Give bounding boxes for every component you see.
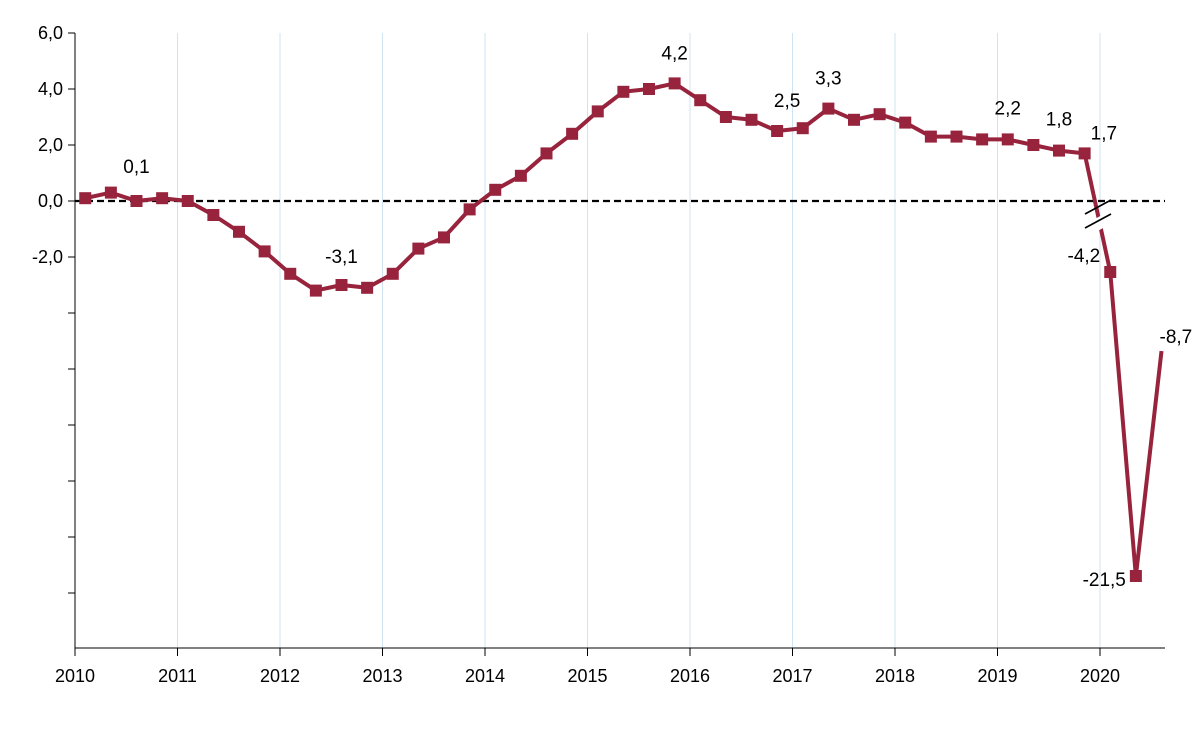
data-point — [438, 231, 450, 244]
y-tick-label: 0,0 — [38, 191, 63, 211]
data-point — [156, 192, 169, 205]
x-tick-label: 2016 — [670, 666, 710, 686]
y-tick-label: -2,0 — [32, 247, 63, 267]
axis-break-gap — [1084, 213, 1112, 235]
data-point — [924, 130, 937, 143]
data-point — [899, 116, 912, 129]
data-point — [233, 225, 245, 238]
data-point — [1027, 139, 1040, 151]
data-point — [1129, 570, 1142, 582]
data-point — [207, 209, 220, 221]
data-label: 4,2 — [661, 43, 687, 64]
data-label: 1,8 — [1046, 110, 1072, 131]
data-label: -8,7 — [1160, 327, 1193, 348]
data-label: 2,5 — [774, 91, 800, 112]
data-point — [335, 279, 348, 291]
data-label: 3,3 — [815, 69, 841, 90]
data-label: 0,1 — [123, 157, 149, 178]
y-tick-label: 6,0 — [38, 23, 63, 43]
series-layer — [79, 77, 1164, 582]
x-tick-label: 2011 — [158, 666, 197, 686]
series-line — [84, 81, 1164, 578]
axis-break-slash — [1084, 213, 1112, 229]
data-point — [873, 108, 886, 121]
data-point — [284, 267, 297, 280]
data-point — [309, 284, 322, 297]
data-label: 2,2 — [995, 98, 1021, 119]
x-tick-label: 2020 — [1080, 666, 1120, 686]
data-label: 1,7 — [1091, 123, 1117, 144]
y-tick-label: 4,0 — [38, 79, 63, 99]
x-tick-label: 2015 — [567, 666, 607, 686]
data-label: -4,2 — [1068, 246, 1101, 267]
data-point — [848, 113, 860, 126]
data-point — [361, 281, 374, 294]
data-point — [463, 203, 476, 216]
data-point — [796, 122, 809, 135]
data-point — [1053, 144, 1065, 157]
data-point — [386, 267, 399, 280]
x-tick-label: 2013 — [362, 666, 402, 686]
x-tick-label: 2010 — [55, 666, 95, 686]
data-point — [566, 127, 579, 140]
data-point — [1104, 266, 1117, 278]
data-point — [514, 169, 527, 182]
data-point — [591, 105, 604, 118]
axis-break-slash — [1084, 199, 1112, 215]
data-point — [950, 130, 963, 143]
data-point — [1001, 133, 1014, 146]
data-point — [79, 192, 92, 205]
data-point — [540, 147, 553, 160]
x-tick-label: 2019 — [977, 666, 1017, 686]
data-point — [745, 113, 758, 126]
data-label: -21,5 — [1083, 570, 1126, 591]
data-point — [412, 242, 425, 255]
x-tick-label: 2014 — [465, 666, 505, 686]
data-point — [668, 77, 681, 90]
data-point — [719, 111, 732, 123]
data-point — [976, 133, 989, 146]
data-point — [643, 83, 655, 95]
data-point — [822, 102, 835, 115]
data-point — [258, 245, 271, 258]
axes — [68, 32, 1165, 656]
data-point — [181, 195, 194, 207]
x-tick-label: 2012 — [260, 666, 300, 686]
x-tick-label: 2018 — [875, 666, 915, 686]
labels-layer: 2010 2011 2012 2013 2014 2015 2016 2017 2018 2019… — [32, 23, 1192, 686]
data-point — [771, 125, 784, 137]
data-point — [694, 94, 707, 107]
y-tick-label: 2,0 — [38, 135, 63, 155]
data-point — [489, 183, 502, 196]
data-label: -3,1 — [325, 247, 358, 268]
data-point — [1078, 147, 1091, 160]
axis-break-marker — [1084, 199, 1112, 235]
data-point — [104, 186, 117, 199]
x-tick-label: 2017 — [772, 666, 812, 686]
data-point — [617, 85, 630, 98]
vertical-gridlines — [177, 33, 1101, 648]
data-point — [130, 195, 143, 207]
